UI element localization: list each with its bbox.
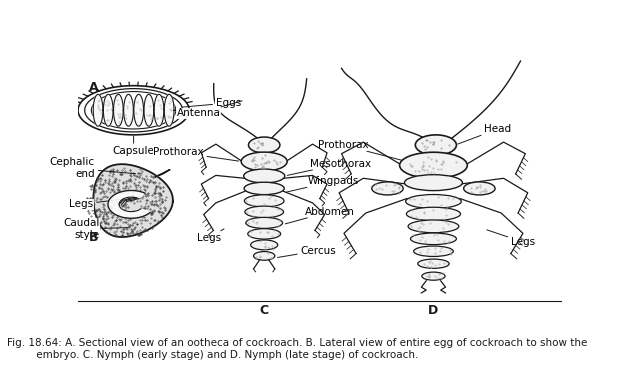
- Ellipse shape: [253, 252, 275, 260]
- Text: Eggs: Eggs: [182, 98, 241, 108]
- Ellipse shape: [408, 220, 459, 233]
- Polygon shape: [104, 94, 113, 126]
- Text: A: A: [89, 80, 98, 94]
- Ellipse shape: [404, 175, 462, 191]
- Ellipse shape: [248, 137, 280, 153]
- Text: Antenna: Antenna: [177, 101, 242, 118]
- Polygon shape: [78, 86, 189, 135]
- Text: Fig. 18.64: A. Sectional view of an ootheca of cockroach. B. Lateral view of ent: Fig. 18.64: A. Sectional view of an ooth…: [7, 338, 588, 360]
- Text: Abdomen: Abdomen: [285, 206, 355, 224]
- Ellipse shape: [417, 259, 449, 268]
- Polygon shape: [164, 94, 174, 126]
- Text: Mesothorax: Mesothorax: [287, 159, 371, 175]
- Polygon shape: [124, 94, 134, 126]
- Ellipse shape: [406, 207, 461, 221]
- Text: Prothorax: Prothorax: [153, 147, 239, 161]
- Text: Capsule: Capsule: [113, 136, 155, 156]
- Text: Cercus: Cercus: [278, 246, 336, 258]
- Ellipse shape: [416, 135, 456, 155]
- Ellipse shape: [399, 152, 467, 178]
- Text: B: B: [89, 231, 98, 244]
- Polygon shape: [134, 94, 144, 126]
- Polygon shape: [91, 92, 176, 129]
- Ellipse shape: [241, 152, 287, 171]
- Polygon shape: [108, 191, 150, 218]
- Text: Legs: Legs: [197, 229, 224, 243]
- Ellipse shape: [422, 272, 445, 280]
- Text: Head: Head: [458, 124, 511, 144]
- Ellipse shape: [246, 217, 283, 228]
- Polygon shape: [114, 94, 123, 126]
- Text: Legs: Legs: [487, 230, 535, 247]
- Polygon shape: [93, 94, 103, 126]
- Polygon shape: [94, 164, 173, 237]
- Polygon shape: [85, 89, 183, 132]
- Text: Caudal
style: Caudal style: [64, 218, 129, 240]
- Ellipse shape: [245, 206, 283, 218]
- Ellipse shape: [372, 182, 403, 195]
- Ellipse shape: [245, 195, 284, 207]
- Ellipse shape: [406, 194, 461, 208]
- Ellipse shape: [251, 240, 278, 250]
- Ellipse shape: [243, 169, 285, 183]
- Ellipse shape: [464, 182, 495, 195]
- Ellipse shape: [411, 233, 456, 245]
- Text: C: C: [260, 303, 269, 317]
- Polygon shape: [154, 94, 164, 126]
- Ellipse shape: [248, 229, 281, 239]
- Text: Wingpads: Wingpads: [286, 176, 359, 192]
- Text: Cephalic
end: Cephalic end: [50, 158, 135, 179]
- Ellipse shape: [414, 246, 453, 256]
- Text: Prothorax: Prothorax: [318, 140, 402, 160]
- Polygon shape: [155, 170, 170, 177]
- Text: D: D: [428, 303, 439, 317]
- Text: Legs: Legs: [69, 199, 124, 209]
- Polygon shape: [144, 94, 154, 126]
- Ellipse shape: [244, 182, 285, 195]
